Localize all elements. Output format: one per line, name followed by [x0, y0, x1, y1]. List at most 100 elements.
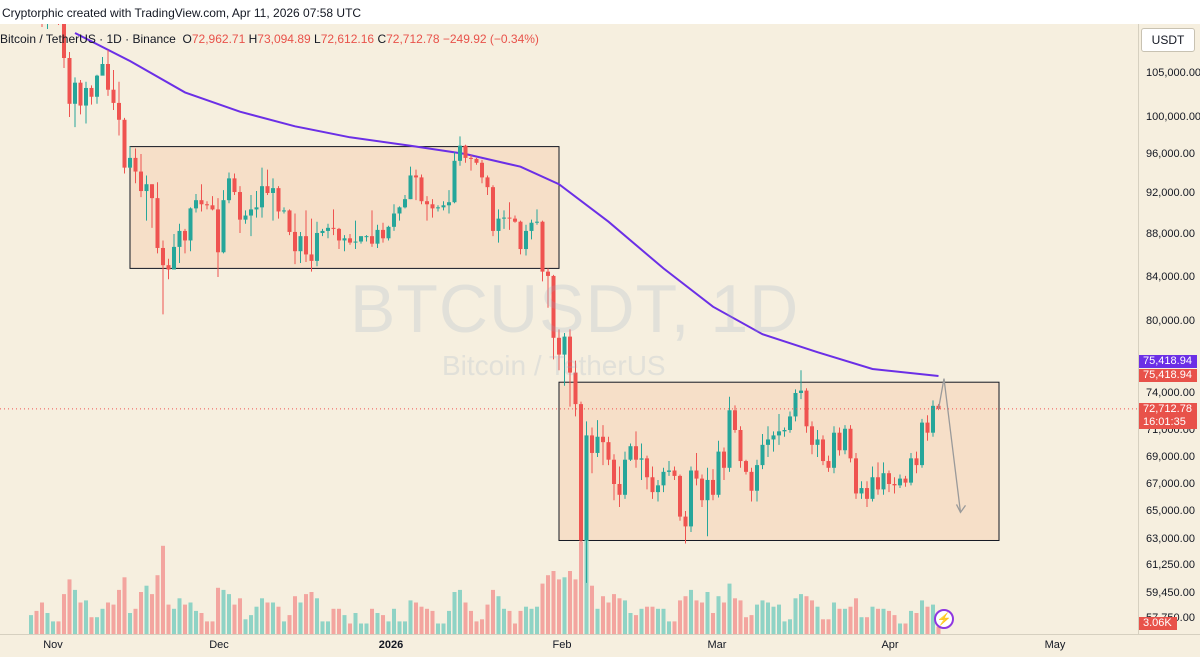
volume-bar: [810, 600, 814, 634]
volume-bar: [430, 610, 435, 634]
volume-bar: [199, 613, 204, 634]
candle-body: [298, 236, 303, 252]
volume-bar: [535, 606, 539, 634]
y-tick-label: 74,000.00: [1146, 387, 1195, 399]
volume-bar: [243, 619, 248, 634]
current-price-value: 72,712.78: [1143, 403, 1192, 415]
volume-bar: [667, 621, 671, 634]
candle-body: [557, 337, 561, 355]
volume-bar: [628, 613, 633, 634]
volume-bar: [749, 615, 754, 634]
volume-bar: [507, 610, 512, 634]
volume-bar: [260, 598, 264, 634]
volume-bar: [177, 598, 182, 634]
candle-body: [546, 271, 550, 276]
candle-body: [513, 218, 517, 222]
candle-body: [661, 471, 666, 486]
volume-bar: [414, 602, 418, 634]
candle-body: [254, 207, 259, 210]
candle-body: [480, 162, 484, 178]
watermark-name: Bitcoin / TetherUS: [442, 350, 666, 381]
volume-bar: [793, 598, 798, 634]
candle-body: [183, 230, 187, 241]
volume-bar: [650, 606, 655, 634]
x-tick-label: May: [1044, 639, 1066, 651]
volume-bar: [612, 594, 616, 634]
candle-body: [612, 459, 616, 484]
volume-bar: [315, 598, 319, 634]
candle-body: [89, 87, 94, 97]
candle-body: [386, 226, 391, 239]
volume-bar: [689, 589, 693, 634]
bar-countdown: 16:01:35: [1143, 416, 1186, 428]
candle-body: [370, 236, 374, 244]
candle-body: [656, 485, 660, 493]
volume-bar: [320, 621, 325, 634]
candle-body: [689, 470, 693, 527]
candle-body: [810, 426, 814, 445]
volume-bar: [364, 623, 369, 634]
volume-bar: [436, 623, 440, 634]
candle-body: [683, 516, 688, 527]
close-label: C: [377, 32, 387, 46]
volume-bar: [480, 619, 484, 634]
candle-body: [628, 446, 633, 460]
volume-bar: [210, 621, 215, 634]
volume-bar: [925, 606, 930, 634]
volume-bar: [738, 600, 743, 634]
volume-bar: [29, 615, 33, 634]
candle-body: [898, 478, 902, 486]
candle-body: [243, 215, 248, 220]
candle-body: [843, 428, 847, 451]
candle-body: [67, 58, 72, 104]
candle-body: [931, 405, 935, 433]
symbol-legend[interactable]: Bitcoin / TetherUS · 1D · Binance O72,96…: [0, 32, 539, 46]
candle-body: [458, 145, 462, 161]
volume-bar: [298, 602, 303, 634]
currency-button[interactable]: USDT: [1141, 28, 1195, 52]
volume-bar: [122, 577, 127, 634]
volume-bar: [40, 602, 44, 634]
volume-bar: [56, 621, 61, 634]
candle-body: [766, 439, 770, 445]
volume-bar: [568, 571, 572, 634]
candle-body: [485, 177, 490, 188]
candle-body: [326, 227, 330, 231]
symbol-name[interactable]: Bitcoin / TetherUS · 1D · Binance: [0, 32, 176, 46]
volume-bar: [100, 608, 105, 634]
candle-body: [249, 209, 253, 216]
candle-body: [161, 247, 165, 266]
y-tick-label: 80,000.00: [1146, 315, 1195, 327]
candle-body: [199, 200, 204, 205]
volume-bar: [617, 598, 622, 634]
candle-body: [782, 430, 787, 432]
high-value: 73,094.89: [257, 32, 311, 46]
candle-body: [447, 202, 451, 206]
candle-body: [881, 473, 886, 490]
candle-body: [744, 461, 748, 472]
volume-bar: [870, 606, 875, 634]
volume-bar: [788, 619, 792, 634]
lightning-icon[interactable]: ⚡: [934, 609, 954, 629]
volume-bar: [469, 610, 473, 634]
candle-body: [859, 488, 864, 494]
volume-bar: [782, 621, 787, 634]
candlesticks: [36, 0, 941, 583]
low-label: L: [314, 32, 321, 46]
volume-bar: [843, 608, 847, 634]
volume-bar: [496, 596, 501, 634]
candle-body: [227, 178, 231, 201]
volume-bar: [265, 602, 270, 634]
volume-bar: [425, 608, 429, 634]
volume-bar: [832, 602, 836, 634]
volume-bar: [623, 600, 627, 634]
volume-bar: [161, 545, 165, 634]
candle-body: [634, 446, 638, 460]
projection-arrowhead: [955, 504, 967, 514]
volume-bar: [183, 604, 187, 634]
volume-bar: [359, 623, 363, 634]
candle-body: [760, 444, 765, 466]
y-tick-label: 100,000.00: [1146, 111, 1200, 123]
volume-bar: [661, 608, 666, 634]
